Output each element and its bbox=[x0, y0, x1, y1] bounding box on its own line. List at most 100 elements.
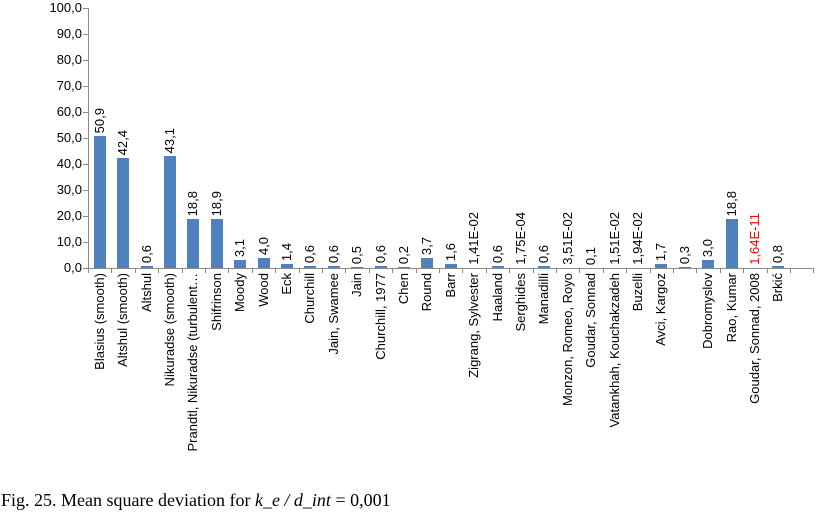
bar-value-label: 0,6 bbox=[372, 244, 388, 263]
x-axis-tick bbox=[743, 269, 745, 273]
x-axis-tick bbox=[322, 269, 323, 273]
category-label: Nikuradse (smooth) bbox=[161, 273, 177, 387]
y-axis-tick-label: 50,0 bbox=[56, 130, 82, 145]
y-axis-tick-label: 20,0 bbox=[56, 208, 82, 223]
bar-value-label: 43,1 bbox=[161, 127, 177, 153]
x-axis-tick bbox=[532, 269, 534, 273]
bar-value-label: 0,6 bbox=[325, 244, 341, 263]
figure-caption: Fig. 25. Mean square deviation for k_e /… bbox=[1, 489, 391, 511]
category-label: Eck bbox=[278, 273, 294, 295]
bar-value-label: 0,6 bbox=[302, 244, 318, 263]
x-axis-tick bbox=[111, 269, 113, 273]
bar bbox=[772, 266, 785, 268]
x-axis-tick bbox=[719, 269, 721, 273]
category-label: Prandtl, Nikuradse (turbulent… bbox=[185, 273, 201, 452]
bar bbox=[327, 266, 340, 268]
x-axis-tick bbox=[579, 269, 581, 273]
y-axis-tick bbox=[83, 190, 88, 191]
x-axis-tick bbox=[766, 269, 768, 273]
caption-prefix: Fig. 25. Mean square deviation for bbox=[1, 490, 255, 510]
bar bbox=[421, 258, 434, 268]
bar bbox=[117, 158, 130, 268]
category-label: Dobromyslov bbox=[700, 273, 716, 349]
y-axis-line bbox=[88, 8, 89, 269]
bar-value-label: 18,8 bbox=[185, 190, 201, 216]
x-axis-tick bbox=[345, 269, 347, 273]
bar-value-label: 0,3 bbox=[676, 245, 692, 264]
y-axis-tick-label: 70,0 bbox=[56, 78, 82, 93]
bar-value-label: 18,8 bbox=[723, 190, 739, 216]
x-axis-tick bbox=[368, 269, 370, 273]
x-axis-tick bbox=[790, 269, 791, 273]
y-axis-tick-label: 90,0 bbox=[56, 26, 82, 41]
y-axis-tick-label: 80,0 bbox=[56, 52, 82, 67]
category-label: Jain bbox=[349, 273, 365, 297]
bar bbox=[444, 264, 457, 268]
y-axis-tick bbox=[83, 34, 88, 35]
bar-value-label: 1,4 bbox=[278, 242, 294, 261]
bar bbox=[655, 264, 668, 268]
y-axis-tick-label: 10,0 bbox=[56, 234, 82, 249]
bar-value-label: 1,41E-02 bbox=[466, 212, 482, 265]
x-axis-line bbox=[88, 268, 815, 269]
bar bbox=[538, 266, 551, 268]
x-axis-tick bbox=[415, 269, 417, 273]
category-label: Blasius (smooth) bbox=[91, 273, 107, 370]
bar bbox=[257, 258, 270, 268]
bar-value-label: 3,51E-02 bbox=[559, 212, 575, 265]
bar-value-label: 1,94E-02 bbox=[629, 212, 645, 265]
category-label: Churchill, 1977 bbox=[372, 273, 388, 360]
y-axis-tick bbox=[83, 138, 88, 139]
bar bbox=[210, 219, 223, 268]
bar-value-label: 0,2 bbox=[395, 245, 411, 264]
x-axis-tick bbox=[462, 269, 464, 273]
category-label: Goudar, Sonnad, 2008 bbox=[746, 273, 762, 404]
bar-value-label: 0,1 bbox=[583, 246, 599, 265]
bar-value-label: 0,6 bbox=[536, 244, 552, 263]
bar bbox=[163, 156, 176, 268]
bar-chart: 0,0 10,0 20,0 30,0 40,0 50,0 60,0 70,0 80,0 90,0 1… bbox=[49, 1, 815, 452]
bar-value-label: 1,51E-02 bbox=[606, 212, 622, 265]
x-axis-tick bbox=[134, 269, 136, 273]
category-label: Chen bbox=[395, 273, 411, 305]
category-label: Avci, Kargoz bbox=[653, 273, 669, 346]
x-axis-tick bbox=[509, 269, 511, 273]
bar bbox=[725, 219, 738, 268]
bar-value-label: 3,7 bbox=[419, 236, 435, 255]
bar-value-label: 4,0 bbox=[255, 236, 271, 255]
bar-value-label: 18,9 bbox=[208, 190, 224, 216]
x-axis-tick bbox=[251, 269, 253, 273]
bar-value-label: 0,6 bbox=[489, 244, 505, 263]
bar-value-label: 0,6 bbox=[138, 244, 154, 263]
bar-value-label: 3,0 bbox=[700, 238, 716, 257]
x-axis-tick bbox=[485, 269, 487, 273]
category-label: Churchill bbox=[302, 273, 318, 324]
category-label: Jain, Swamee bbox=[325, 273, 341, 355]
bar bbox=[491, 266, 504, 268]
category-label: Altshul (smooth) bbox=[115, 273, 131, 367]
x-axis-tick bbox=[181, 269, 183, 273]
y-axis-tick bbox=[83, 164, 88, 165]
category-label: Goudar, Sonnad bbox=[583, 273, 599, 368]
y-axis-tick bbox=[83, 60, 88, 61]
x-axis-tick bbox=[88, 269, 89, 273]
caption-formula: k_e / d_int bbox=[254, 490, 331, 510]
y-axis-tick bbox=[83, 8, 88, 9]
x-axis-tick bbox=[673, 269, 674, 273]
x-axis-tick bbox=[813, 269, 815, 273]
x-axis-tick bbox=[696, 269, 698, 273]
y-axis-tick bbox=[83, 86, 88, 87]
x-axis-tick bbox=[392, 269, 394, 273]
category-label: Buzelli bbox=[629, 273, 645, 312]
y-axis-tick bbox=[83, 242, 88, 243]
bar-value-label: 0,8 bbox=[770, 244, 786, 263]
bar bbox=[351, 267, 364, 268]
bar bbox=[304, 266, 317, 268]
bar-value-label: 0,5 bbox=[349, 245, 365, 264]
y-axis-tick-label: 60,0 bbox=[56, 104, 82, 119]
bar bbox=[702, 260, 715, 268]
y-axis-tick bbox=[83, 268, 88, 269]
x-axis-tick bbox=[556, 269, 557, 273]
y-axis-tick-label: 30,0 bbox=[56, 182, 82, 197]
